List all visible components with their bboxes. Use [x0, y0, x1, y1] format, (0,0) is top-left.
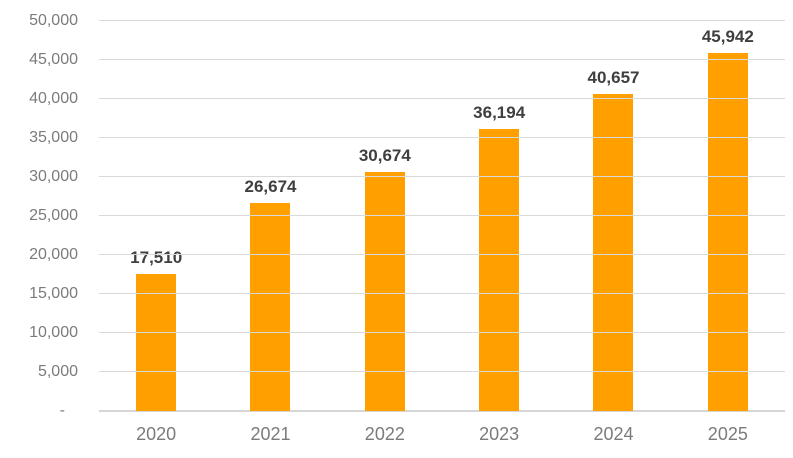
gridline: [99, 98, 785, 99]
bar-value-label: 26,674: [244, 176, 297, 196]
x-axis-line: [99, 410, 785, 412]
gridline: [99, 332, 785, 333]
y-tick-label: 30,000: [29, 168, 78, 185]
bar-column: 45,942: [671, 21, 785, 411]
bar: [136, 274, 177, 411]
x-tick-label: 2024: [593, 424, 634, 444]
bar-value-label: 45,942: [701, 26, 754, 46]
y-tick-label: 45,000: [29, 51, 78, 68]
x-tick-label: 2025: [707, 424, 748, 444]
x-tick-label: 2020: [136, 424, 177, 444]
x-tick-label: 2021: [250, 424, 291, 444]
gridline: [99, 20, 785, 21]
y-tick-label: 50,000: [29, 12, 78, 29]
x-axis: 2020 2021 2022 2023 2024 2025: [99, 424, 785, 448]
y-tick-label: 35,000: [29, 129, 78, 146]
gridline: [99, 254, 785, 255]
bar: [364, 171, 405, 411]
y-tick-label: 20,000: [29, 246, 78, 263]
bar: [707, 52, 748, 411]
y-axis: - 5,000 10,000 15,000 20,000 25,000 30,000 35,0…: [0, 13, 78, 419]
y-tick-label: 15,000: [29, 285, 78, 302]
bar: [593, 93, 634, 411]
bar-column: 17,510: [99, 21, 213, 411]
gridline: [99, 293, 785, 294]
bar-column: 30,674: [328, 21, 442, 411]
gridline: [99, 215, 785, 216]
gridline: [99, 137, 785, 138]
y-tick-label: -: [59, 402, 65, 419]
plot-area: 17,510 26,674 30,674 36,194 40,657 45,942: [99, 20, 785, 412]
x-tick-label: 2022: [364, 424, 405, 444]
bar: [250, 202, 291, 411]
gridline: [99, 59, 785, 60]
bar-column: 26,674: [213, 21, 327, 411]
bar-column: 36,194: [442, 21, 556, 411]
y-tick-label: 10,000: [29, 324, 78, 341]
bar-column: 40,657: [556, 21, 670, 411]
gridline: [99, 176, 785, 177]
bar-value-label: 40,657: [587, 67, 640, 87]
x-tick-label: 2023: [479, 424, 520, 444]
bar-value-label: 30,674: [358, 145, 411, 165]
gridline: [99, 371, 785, 372]
y-tick-label: 5,000: [37, 363, 78, 380]
y-tick-label: 40,000: [29, 90, 78, 107]
bar-value-label: 17,510: [130, 248, 183, 268]
y-tick-label: 25,000: [29, 207, 78, 224]
bars-container: 17,510 26,674 30,674 36,194 40,657 45,942: [99, 21, 785, 411]
bar-value-label: 36,194: [473, 102, 526, 122]
bar: [479, 128, 520, 411]
